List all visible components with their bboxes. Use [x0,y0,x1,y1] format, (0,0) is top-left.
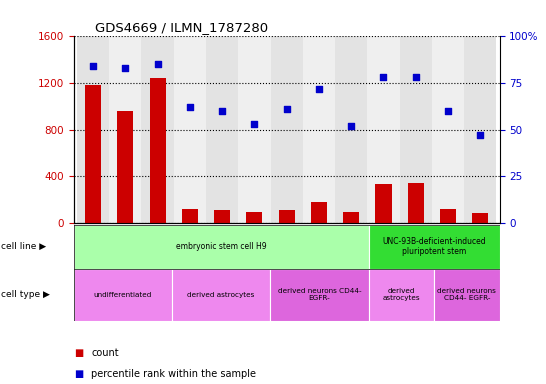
Bar [472,213,488,223]
Bar [464,36,496,223]
Bar [369,225,500,269]
Bar [376,184,391,223]
Bar [182,209,198,223]
Point [218,108,227,114]
Point [314,86,323,92]
Text: UNC-93B-deficient-induced
pluripotent stem: UNC-93B-deficient-induced pluripotent st… [382,237,486,257]
Bar [246,212,263,223]
Bar [109,36,141,223]
Bar [367,36,400,223]
Bar [214,210,230,223]
Bar [311,202,327,223]
Bar [335,36,367,223]
Point [443,108,452,114]
Bar [270,36,303,223]
Bar [270,269,369,321]
Bar [278,210,295,223]
Text: derived neurons
CD44- EGFR-: derived neurons CD44- EGFR- [437,288,496,301]
Point [347,123,355,129]
Point [121,65,130,71]
Point [88,63,97,70]
Bar [400,36,432,223]
Text: ■: ■ [74,348,83,358]
Text: embryonic stem cell H9: embryonic stem cell H9 [176,242,266,251]
Bar [369,269,434,321]
Bar [343,212,359,223]
Text: count: count [91,348,119,358]
Text: derived
astrocytes: derived astrocytes [383,288,420,301]
Point [186,104,194,110]
Bar [303,36,335,223]
Bar [172,269,270,321]
Bar [141,36,174,223]
Text: percentile rank within the sample: percentile rank within the sample [91,369,256,379]
Bar [434,269,500,321]
Bar [85,85,101,223]
Bar [117,111,133,223]
Text: derived astrocytes: derived astrocytes [187,292,255,298]
Point [250,121,259,127]
Text: GDS4669 / ILMN_1787280: GDS4669 / ILMN_1787280 [95,21,268,34]
Text: cell type ▶: cell type ▶ [1,290,50,299]
Text: derived neurons CD44-
EGFR-: derived neurons CD44- EGFR- [277,288,361,301]
Bar [174,36,206,223]
Text: undifferentiated: undifferentiated [94,292,152,298]
Point [282,106,291,112]
Point [379,74,388,81]
Point [476,132,485,138]
Bar [74,269,172,321]
Point [411,74,420,81]
Bar [408,183,424,223]
Bar [150,78,165,223]
Bar [440,209,456,223]
Bar [238,36,270,223]
Bar [77,36,109,223]
Bar [206,36,238,223]
Bar [74,225,369,269]
Text: cell line ▶: cell line ▶ [1,242,46,251]
Text: ■: ■ [74,369,83,379]
Point [153,61,162,68]
Bar [432,36,464,223]
